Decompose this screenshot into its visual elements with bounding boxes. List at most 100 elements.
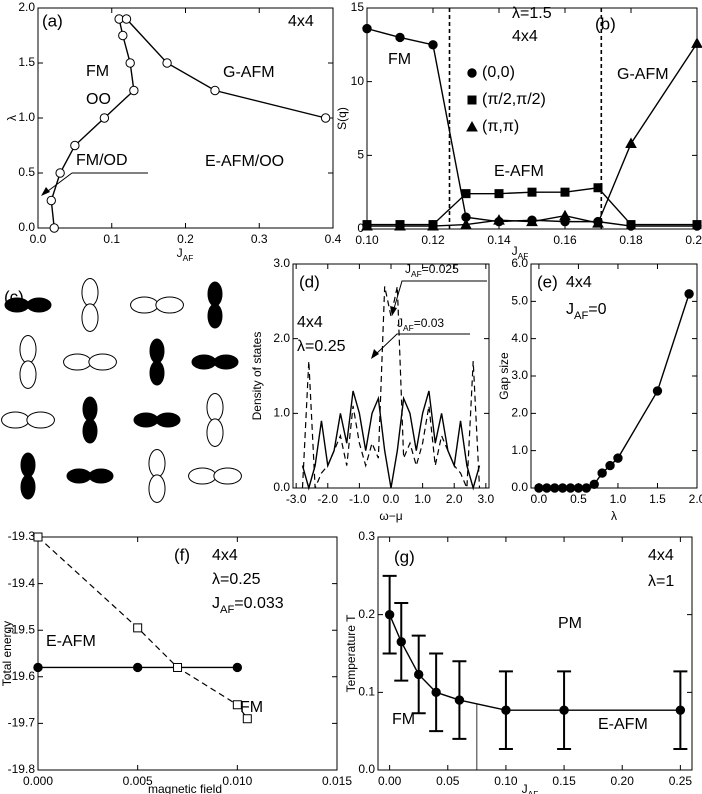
annotation: FM <box>240 699 263 716</box>
data-point <box>454 695 465 705</box>
x-tick-label: 0.12 <box>421 233 445 247</box>
data-point <box>560 187 570 197</box>
x-axis-label: JAF <box>522 782 539 794</box>
data-point <box>565 483 576 493</box>
data-point <box>414 669 424 680</box>
data-point <box>232 662 243 673</box>
series-line <box>50 18 135 229</box>
data-point <box>581 483 592 493</box>
annotation: FM <box>388 51 411 68</box>
orbital-lobe <box>191 354 217 370</box>
legend-label: (π,π) <box>482 118 519 135</box>
x-tick-label: 0.16 <box>553 233 577 247</box>
data-point <box>384 609 395 620</box>
orbital-lobe <box>130 296 159 314</box>
orbital-lobe <box>207 303 223 329</box>
plot-frame <box>37 7 334 229</box>
data-point <box>501 705 511 715</box>
legend-label: (π/2,π/2) <box>482 91 546 108</box>
orbital-lobe <box>207 281 223 307</box>
x-tick-label: 0.3 <box>251 232 268 246</box>
x-tick-label: -2.0 <box>317 492 338 506</box>
x-tick-label: 0.010 <box>222 774 252 788</box>
y-axis-label: λ <box>5 115 19 121</box>
y-tick-label: 6.0 <box>511 256 528 270</box>
annotation: G-AFM <box>223 64 275 81</box>
data-point <box>49 223 59 233</box>
y-tick-label: -19.3 <box>8 529 36 543</box>
y-tick-label: -19.8 <box>8 762 36 776</box>
y-tick-label: 0.2 <box>358 607 375 621</box>
annotation: 4x4 <box>648 547 674 564</box>
annotation: E-AFM <box>46 633 96 650</box>
orbital-lobe <box>63 353 92 371</box>
annotation: FM <box>86 63 109 80</box>
x-tick-label: 1.5 <box>649 492 666 506</box>
y-tick-label: -19.4 <box>8 576 36 590</box>
orbital-lobe <box>206 393 224 422</box>
orbital-lobe <box>19 360 37 389</box>
orbital-lobe <box>148 449 166 478</box>
x-tick-label: 1.0 <box>414 492 431 506</box>
panel-label: (d) <box>299 272 320 291</box>
x-tick-label: 0.005 <box>123 774 153 788</box>
data-point <box>33 532 43 542</box>
orbital-lobe <box>133 412 159 428</box>
y-tick-label: 5.0 <box>511 294 528 308</box>
orbital-lobe <box>66 468 92 484</box>
x-tick-label: 0.5 <box>570 492 587 506</box>
orbital-lobe <box>82 396 98 422</box>
y-axis-label: Total energy <box>0 621 14 686</box>
data-point <box>592 217 604 228</box>
series-label: JAF=0.03 <box>397 316 444 333</box>
annotation: 4x4 <box>288 13 314 30</box>
orbital-diagram <box>1 278 242 503</box>
legend-marker <box>466 120 478 132</box>
annotation: JAF=0 <box>566 301 607 322</box>
data-point <box>129 85 139 96</box>
data-point <box>675 705 686 715</box>
data-point <box>652 386 663 396</box>
data-point <box>691 37 702 48</box>
x-tick-label: -1.0 <box>349 492 370 506</box>
annotation-pointer <box>392 280 487 313</box>
data-point <box>133 623 143 633</box>
annotation: 4x4 <box>512 28 538 45</box>
x-tick-label: 0.2 <box>177 232 194 246</box>
data-point <box>593 183 603 193</box>
data-point <box>431 687 441 698</box>
x-tick-label: 0.14 <box>487 233 511 247</box>
data-point <box>605 460 615 471</box>
annotation-pointer <box>373 333 470 357</box>
data-point <box>684 289 694 299</box>
arrow-head <box>371 349 379 359</box>
y-axis-label: Gap size <box>497 352 511 400</box>
series-label: JAF=0.025 <box>405 262 459 279</box>
annotation: E-AFM/OO <box>205 153 284 170</box>
x-tick-label: 3.0 <box>477 492 494 506</box>
y-tick-label: 0.0 <box>511 480 528 494</box>
x-tick-label: 0.10 <box>355 233 379 247</box>
y-tick-label: 1.5 <box>18 55 35 69</box>
data-point <box>460 218 472 230</box>
data-point <box>427 220 439 231</box>
series-line <box>125 18 326 119</box>
y-tick-label: 1.0 <box>18 110 35 124</box>
orbital-lobe <box>26 411 55 429</box>
y-tick-label: -19.5 <box>8 622 36 636</box>
orbital-lobe <box>88 353 117 371</box>
data-point <box>573 483 584 493</box>
data-point <box>494 189 504 199</box>
data-point <box>121 14 132 24</box>
data-point <box>55 168 65 178</box>
orbital-lobe <box>81 303 99 332</box>
data-point <box>46 195 56 206</box>
data-point <box>625 137 637 149</box>
orbital-lobe <box>26 297 52 313</box>
data-point <box>394 220 406 231</box>
data-point <box>395 32 405 43</box>
orbital-lobe <box>155 412 181 428</box>
x-axis-label: magnetic field <box>148 782 222 794</box>
annotation: 4x4 <box>212 547 238 564</box>
panel-label: (c) <box>4 287 24 306</box>
